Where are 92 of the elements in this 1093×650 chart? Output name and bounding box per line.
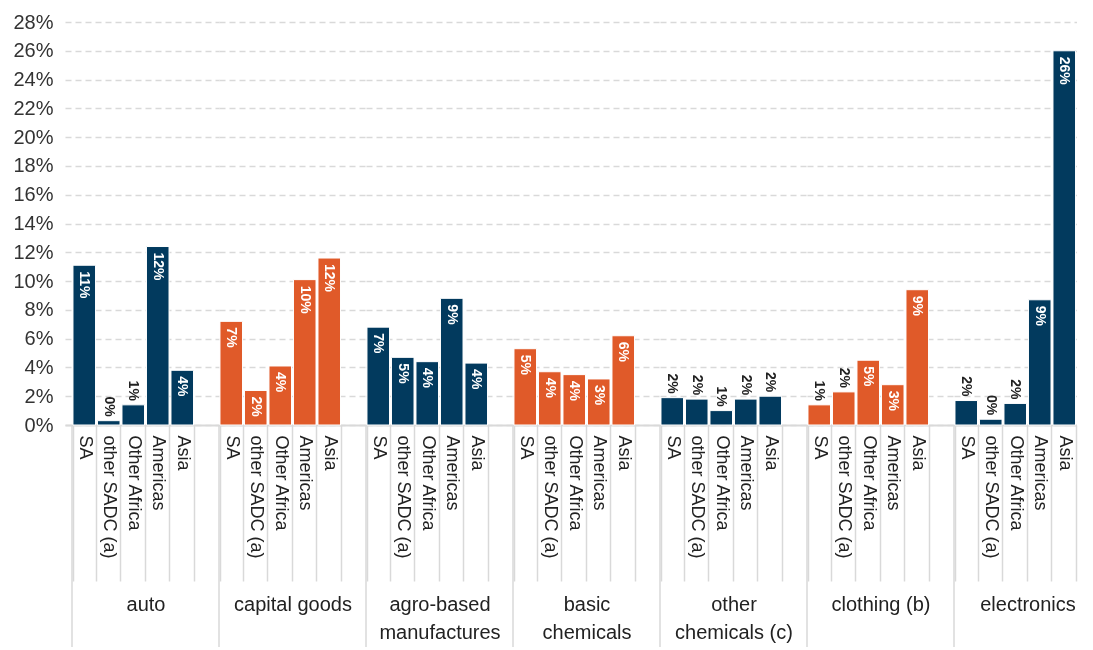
x-tick-label: Asia <box>614 435 635 472</box>
x-tick-label: Asia <box>467 435 488 472</box>
y-tick-label: 22% <box>13 96 54 119</box>
data-label: 4% <box>469 369 486 390</box>
y-tick-label: 8% <box>24 298 54 321</box>
x-tick-label: Americas <box>590 435 611 511</box>
data-label: 4% <box>175 376 192 398</box>
x-tick-label: SA <box>369 435 390 460</box>
data-label: 26% <box>1057 56 1074 86</box>
data-label: 7% <box>224 327 241 349</box>
data-label: 12% <box>322 264 339 293</box>
x-tick-label: SA <box>222 435 243 460</box>
data-label: 2% <box>836 367 853 389</box>
data-label: 3% <box>885 390 902 412</box>
x-tick-label: Other Africa <box>418 435 439 532</box>
data-label: 2% <box>959 376 976 398</box>
x-tick-label: Other Africa <box>1006 435 1027 532</box>
x-tick-label: Asia <box>173 435 194 472</box>
x-tick-label: Other Africa <box>124 435 145 532</box>
x-axis-title: electronics <box>980 592 1076 615</box>
x-tick-label: Other Africa <box>271 435 292 532</box>
x-tick-label: Other Africa <box>859 435 880 532</box>
x-axis-title: capital goods <box>234 592 352 615</box>
data-label: 4% <box>273 371 290 393</box>
y-tick-label: 24% <box>13 68 54 91</box>
data-label: 7% <box>371 333 388 354</box>
x-tick-label: Americas <box>149 435 170 511</box>
data-label: 12% <box>150 252 167 282</box>
data-label: 4% <box>567 380 584 402</box>
x-tick-label: SA <box>957 435 978 460</box>
x-tick-label: Other Africa <box>712 435 733 532</box>
data-label: 2% <box>1008 379 1025 400</box>
y-tick-label: 28% <box>13 10 54 33</box>
x-tick-label: Americas <box>737 435 758 511</box>
data-label: 1% <box>714 386 731 408</box>
data-label: 5% <box>518 354 535 376</box>
x-tick-label: other SADC (a) <box>835 435 856 559</box>
x-tick-label: SA <box>75 435 96 460</box>
x-tick-label: Asia <box>908 435 929 472</box>
x-tick-label: other SADC (a) <box>247 435 268 559</box>
data-label: 5% <box>861 366 878 388</box>
x-axis-title: auto <box>126 592 166 615</box>
y-tick-label: 18% <box>13 154 54 177</box>
x-tick-label: SA <box>810 435 831 460</box>
data-label: 2% <box>738 374 755 396</box>
data-label: 9% <box>444 304 461 326</box>
data-label: 3% <box>591 384 608 406</box>
y-tick-label: 12% <box>13 240 54 263</box>
data-label: 11% <box>77 271 94 300</box>
data-label: 0% <box>983 395 1000 416</box>
x-tick-label: other SADC (a) <box>100 435 121 559</box>
data-label: 0% <box>101 396 118 418</box>
data-label: 9% <box>910 295 927 317</box>
data-label: 2% <box>689 374 706 396</box>
x-tick-label: other SADC (a) <box>982 435 1003 559</box>
x-tick-label: other SADC (a) <box>688 435 709 559</box>
y-tick-label: 6% <box>24 327 54 350</box>
x-tick-label: other SADC (a) <box>541 435 562 559</box>
data-label: 1% <box>126 380 143 402</box>
y-tick-label: 26% <box>13 39 54 62</box>
x-axis-title: other chemicals (c) <box>675 592 793 643</box>
data-label: 6% <box>616 341 633 363</box>
x-tick-label: Asia <box>761 435 782 472</box>
y-tick-label: 20% <box>13 125 54 148</box>
x-tick-label: Asia <box>1055 435 1076 472</box>
data-label: 5% <box>395 363 412 385</box>
x-tick-label: Other Africa <box>565 435 586 532</box>
x-tick-label: Americas <box>884 435 905 511</box>
data-label: 4% <box>542 377 559 399</box>
x-tick-label: Asia <box>320 435 341 472</box>
y-tick-label: 4% <box>24 355 54 378</box>
y-tick-label: 16% <box>13 183 54 206</box>
data-label: 4% <box>420 367 437 389</box>
x-tick-label: Americas <box>443 435 464 511</box>
x-tick-label: SA <box>663 435 684 460</box>
data-label: 9% <box>1032 305 1049 327</box>
x-tick-label: Americas <box>296 435 317 511</box>
y-tick-label: 14% <box>13 212 54 234</box>
x-axis-title: agro-based manufactures <box>379 592 501 643</box>
y-tick-label: 10% <box>13 269 54 292</box>
data-label: 2% <box>763 371 780 393</box>
x-tick-label: other SADC (a) <box>394 435 415 559</box>
x-tick-label: SA <box>516 435 537 460</box>
y-tick-label: 0% <box>24 413 54 436</box>
y-tick-label: 2% <box>24 384 54 407</box>
data-label: 2% <box>248 396 265 418</box>
x-axis-title: basic chemicals <box>542 592 632 643</box>
data-label: 2% <box>665 373 682 395</box>
x-tick-label: Americas <box>1031 435 1052 511</box>
data-label: 10% <box>297 285 314 315</box>
data-label: 1% <box>812 380 829 402</box>
x-axis-title: clothing (b) <box>831 592 931 615</box>
